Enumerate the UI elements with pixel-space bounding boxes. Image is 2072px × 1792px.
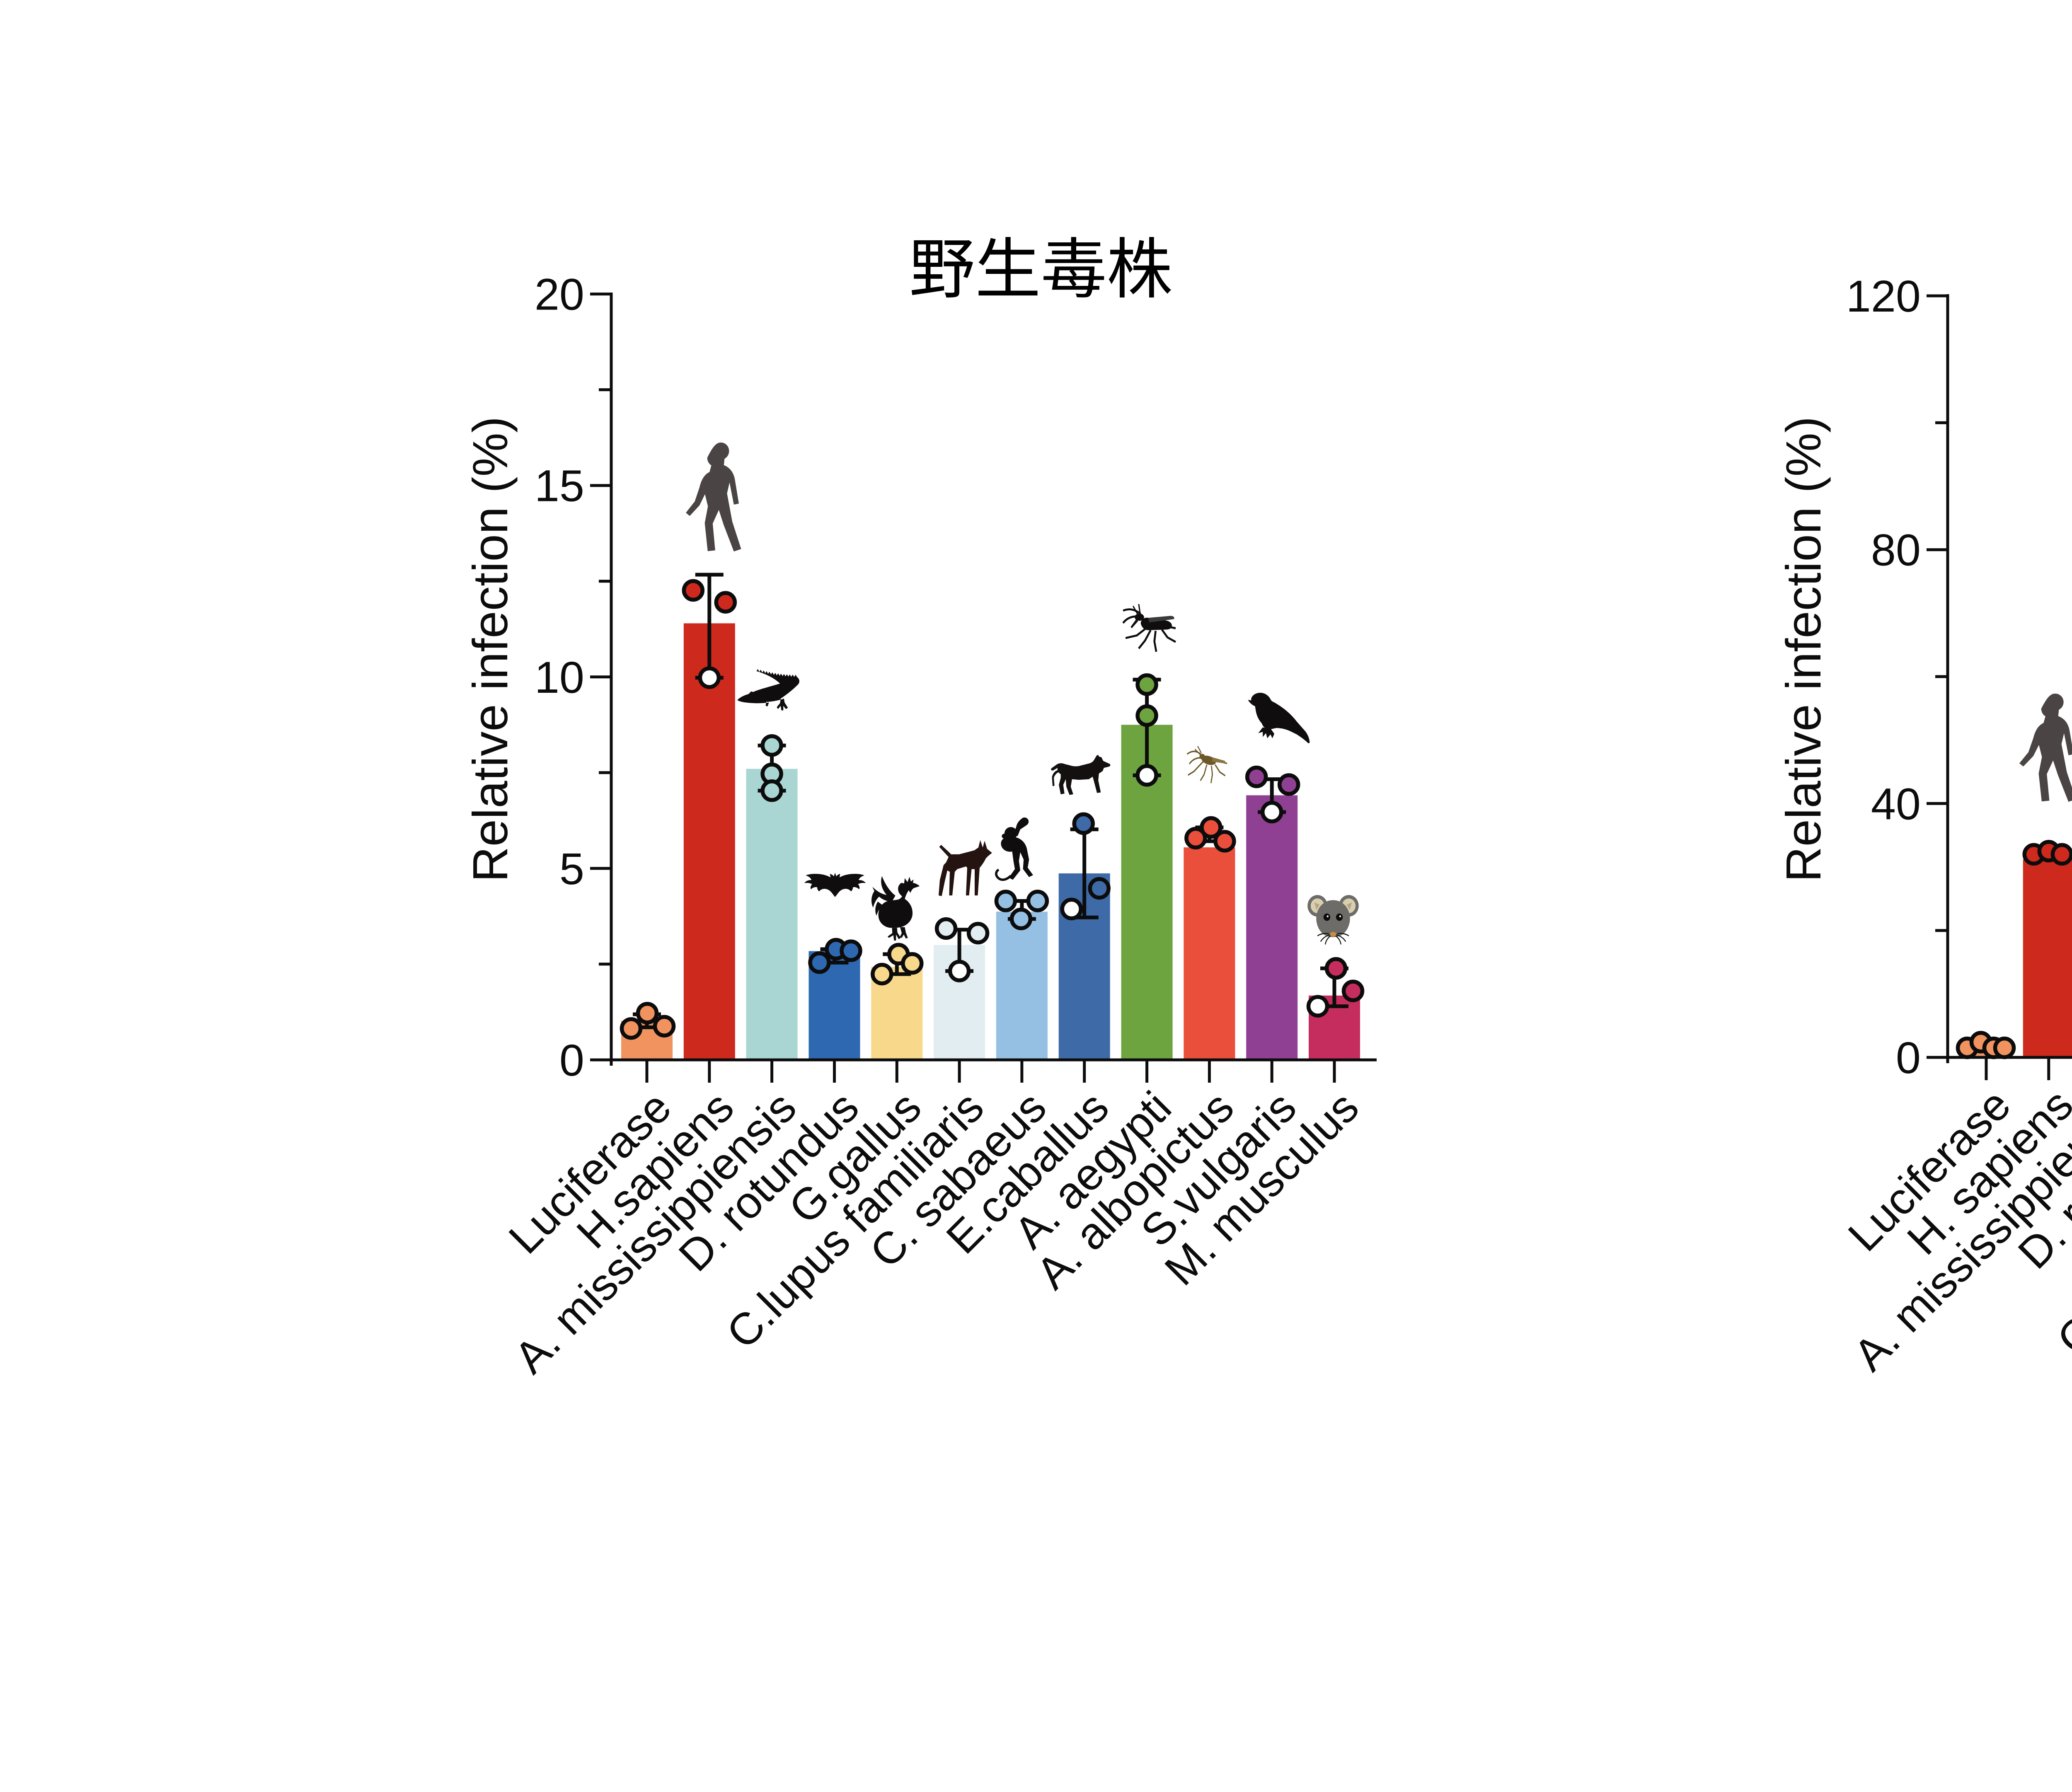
svg-text:0: 0 <box>559 1035 584 1085</box>
svg-text:0: 0 <box>1896 1033 1921 1083</box>
svg-text:Relative infection (%): Relative infection (%) <box>463 416 518 882</box>
svg-text:10: 10 <box>535 652 584 702</box>
svg-text:80: 80 <box>1871 525 1921 575</box>
svg-text:5: 5 <box>559 844 584 894</box>
svg-text:15: 15 <box>535 461 584 511</box>
svg-text:Relative infection (%): Relative infection (%) <box>1776 416 1831 882</box>
svg-text:20: 20 <box>535 269 584 319</box>
svg-text:40: 40 <box>1871 779 1921 829</box>
svg-text:120: 120 <box>1846 271 1921 321</box>
